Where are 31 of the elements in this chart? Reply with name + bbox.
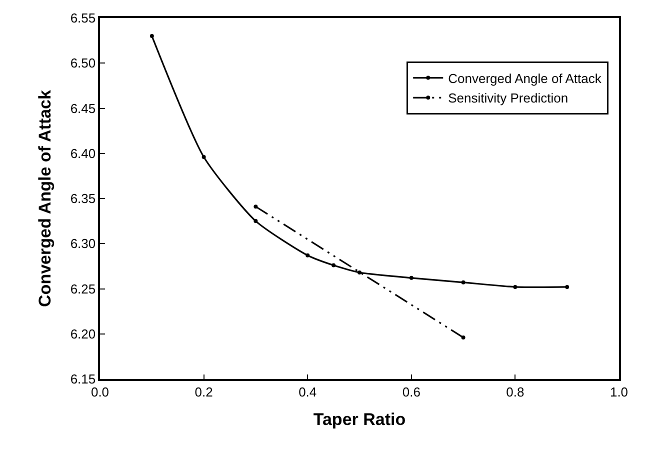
point [306, 253, 310, 258]
y-tick-label: 6.30 [70, 236, 96, 252]
point [358, 270, 362, 275]
point [254, 204, 258, 209]
point [461, 280, 466, 284]
y-tick-label: 6.40 [70, 146, 96, 161]
point [332, 263, 336, 268]
point [409, 276, 414, 280]
y-tick-label: 6.45 [70, 100, 96, 116]
y-tick-label: 6.15 [70, 372, 96, 387]
point [150, 34, 154, 38]
x-tick-label: 0.6 [402, 384, 420, 400]
point [513, 284, 518, 289]
point [202, 154, 206, 159]
y-axis-title: Converged Angle of Attack [35, 89, 54, 307]
x-tick-label: 0.0 [90, 384, 110, 400]
y-tick-label: 6.35 [70, 191, 96, 206]
y-tick-label: 6.55 [70, 10, 96, 26]
y-tick-label: 6.20 [70, 326, 96, 342]
point [254, 219, 258, 224]
x-axis-title: Taper Ratio [313, 410, 406, 430]
point [461, 335, 466, 340]
point [565, 284, 570, 289]
x-tick-label: 0.2 [194, 384, 213, 400]
y-tick-label: 6.50 [70, 56, 96, 71]
legend-label: Sensitivity Prediction [448, 90, 568, 106]
x-tick-label: 0.4 [298, 384, 317, 400]
x-tick-label: 1.0 [610, 384, 628, 400]
x-tick-label: 0.8 [506, 384, 524, 400]
y-tick-label: 6.25 [70, 281, 96, 296]
legend-label: Converged Angle of Attack [448, 70, 602, 86]
